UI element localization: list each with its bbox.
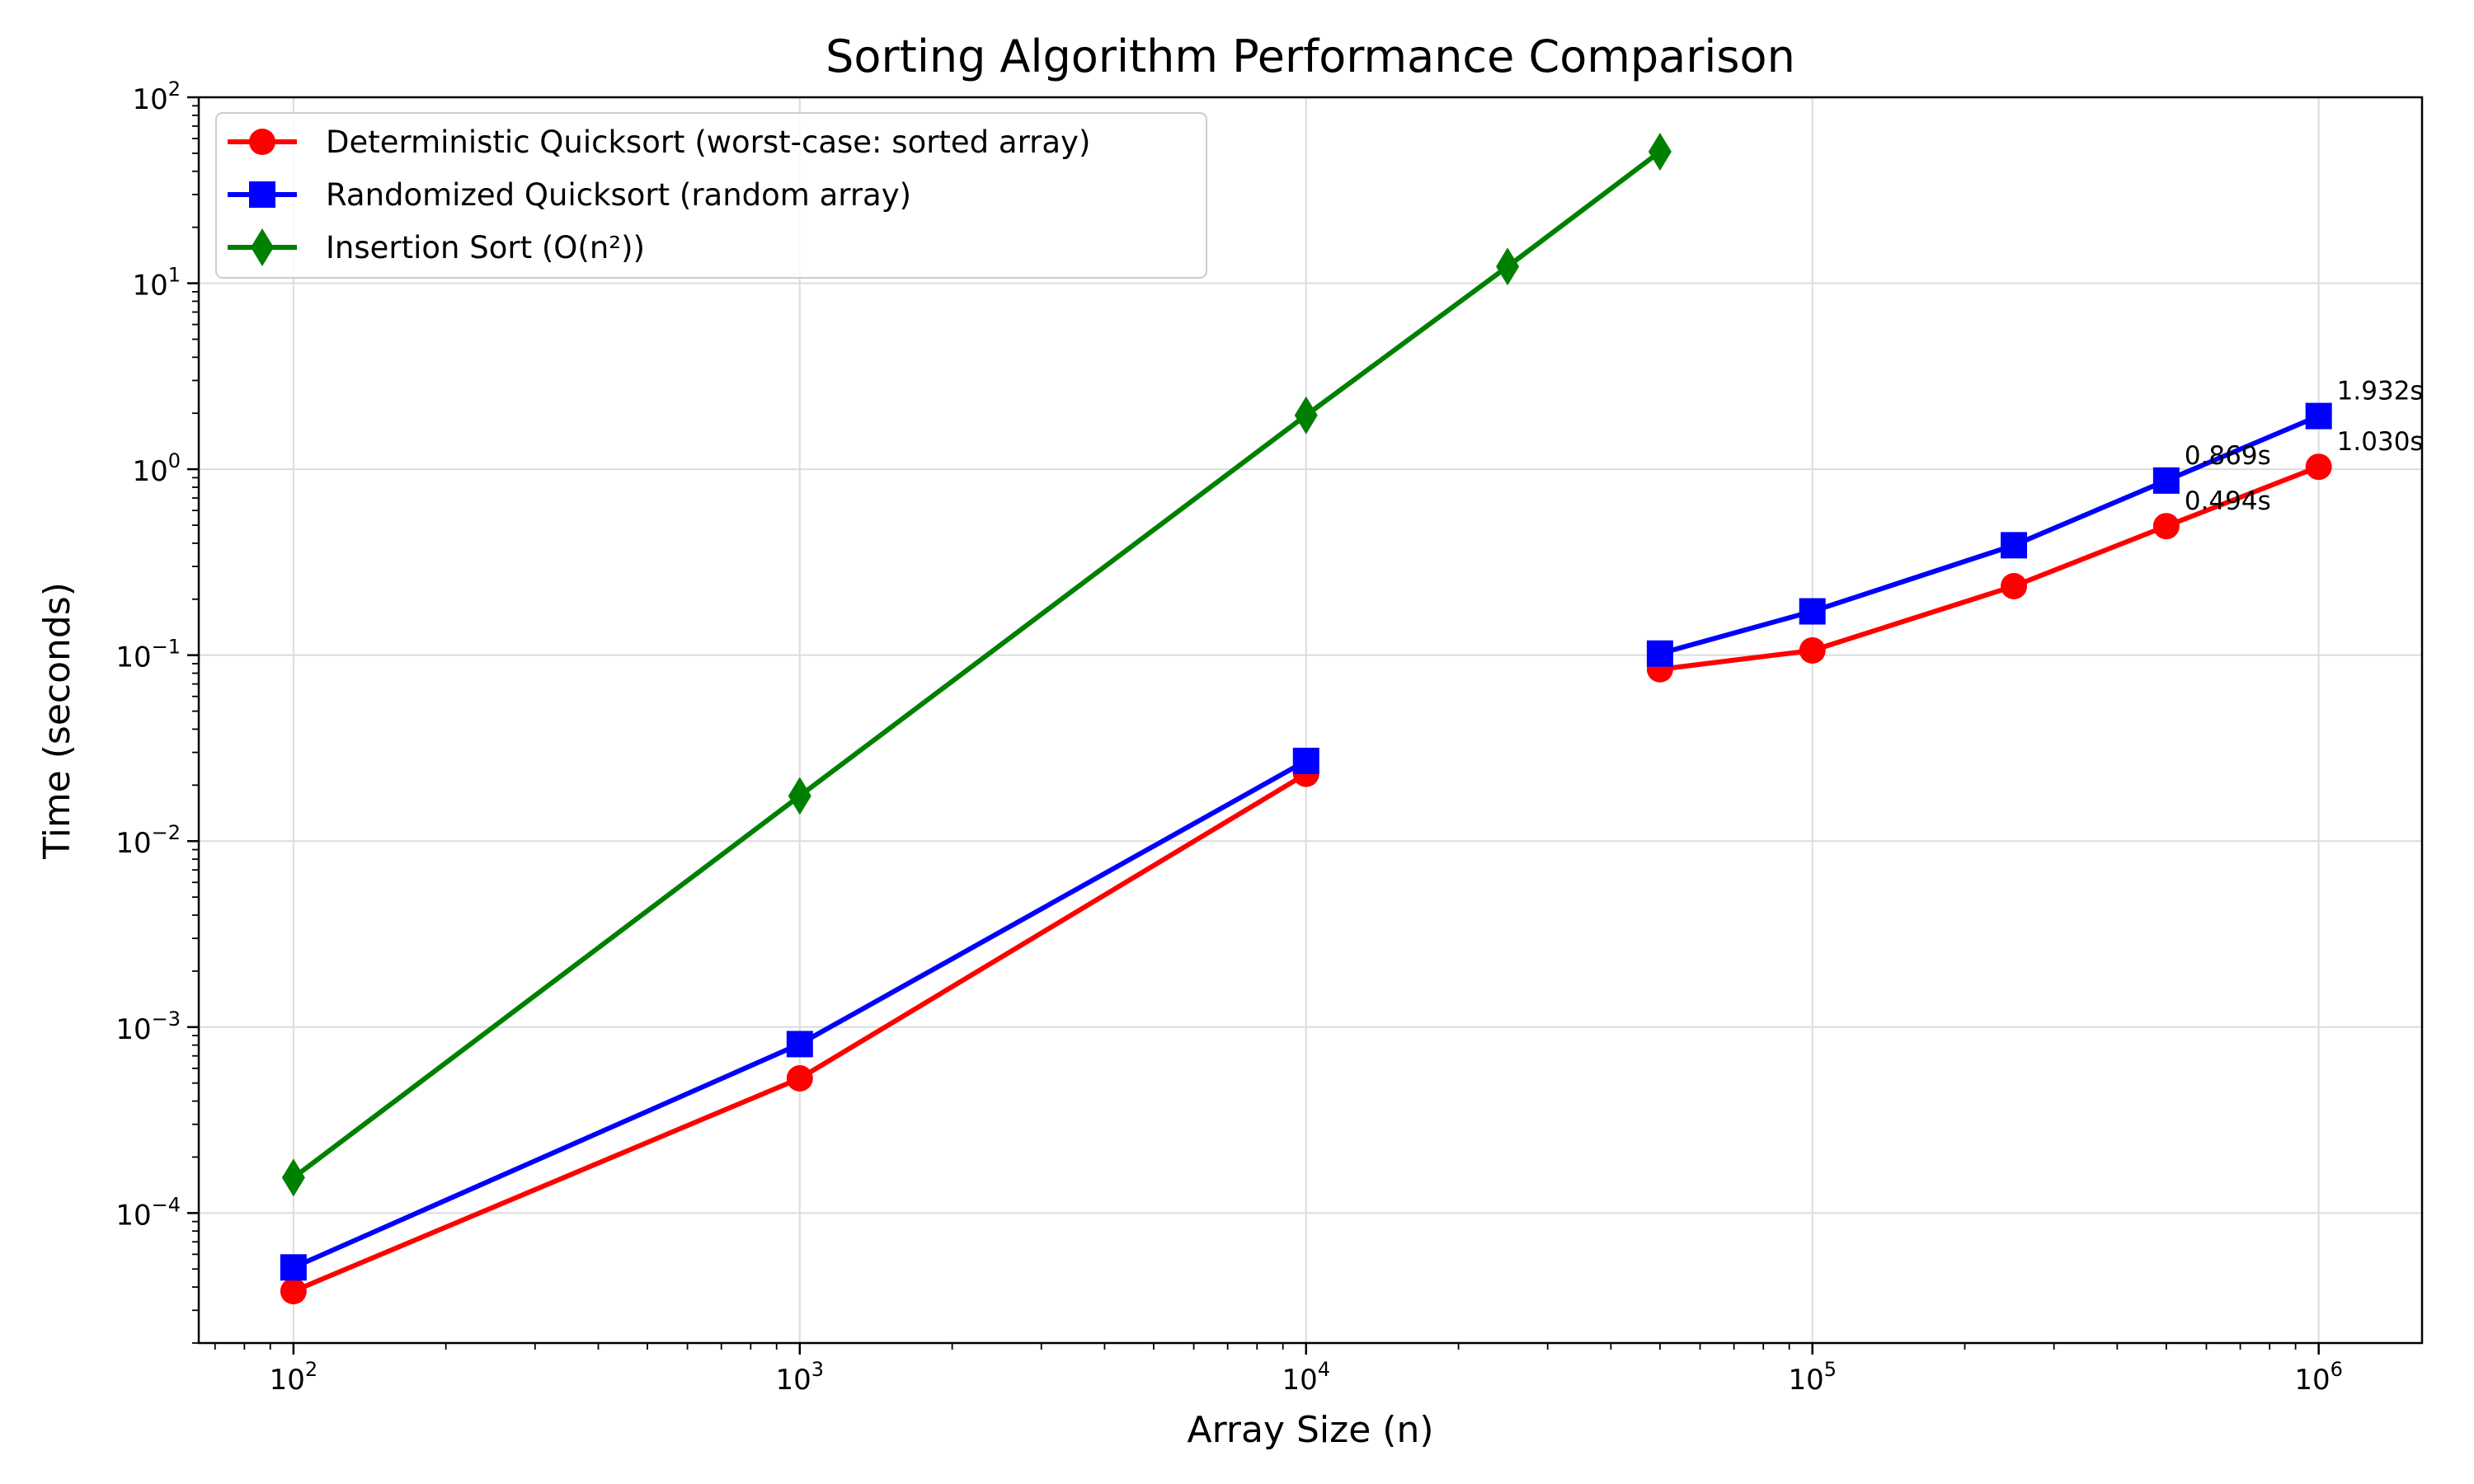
grid [199, 96, 2422, 1343]
y-tick-label: 10−2 [115, 821, 181, 860]
data-point [2001, 572, 2028, 599]
plot-series [280, 132, 2332, 1305]
data-point [1496, 247, 1520, 286]
legend-box [215, 112, 1207, 279]
legend: Deterministic Quicksort (worst-case: sor… [215, 112, 1207, 279]
data-point [1646, 640, 1673, 667]
chart-title: Sorting Algorithm Performance Comparison [825, 31, 1795, 82]
data-point [1292, 747, 1319, 774]
x-tick-label: 102 [270, 1358, 318, 1397]
data-point [1799, 636, 1826, 664]
data-point [1799, 598, 1826, 625]
data-point [2152, 467, 2180, 494]
legend-marker [249, 181, 275, 208]
y-tick-label: 10−3 [115, 1007, 181, 1046]
data-point [786, 1031, 813, 1058]
data-point [2152, 513, 2180, 540]
plot-frame [197, 96, 2424, 1345]
x-tick-label: 106 [2294, 1358, 2343, 1397]
legend-label: Deterministic Quicksort (worst-case: sor… [326, 124, 1090, 160]
data-label: 1.030s [2337, 427, 2424, 457]
data-point [2001, 532, 2028, 559]
data-label: 0.869s [2185, 441, 2271, 471]
y-axis-title: Time (seconds) [36, 582, 78, 860]
data-annotations: 1.932s 1.030s 0.869s 0.494s [2185, 377, 2424, 517]
x-axis-title: Array Size (n) [1187, 1409, 1433, 1451]
data-point [788, 777, 811, 815]
y-tick-label: 101 [132, 264, 181, 303]
series-square [280, 402, 2332, 1281]
data-point [1648, 132, 1672, 171]
data-point [2305, 402, 2332, 430]
data-label: 0.494s [2185, 486, 2271, 516]
y-tick-label: 10−4 [115, 1193, 181, 1232]
data-point [280, 1278, 307, 1305]
data-point [2305, 453, 2332, 481]
series-diamond [281, 132, 1672, 1197]
data-point [280, 1254, 307, 1281]
data-point [281, 1158, 305, 1197]
data-point [1294, 396, 1318, 434]
axis-ticks: 102 103 104 105 106 10−4 10−3 10−2 10−1 100 101 102 [115, 77, 2343, 1397]
data-label: 1.932s [2337, 377, 2424, 406]
x-tick-label: 104 [1282, 1358, 1330, 1397]
legend-marker [249, 129, 275, 155]
x-tick-label: 103 [776, 1358, 825, 1397]
y-tick-label: 102 [132, 77, 181, 116]
legend-label: Insertion Sort (O(n²)) [326, 230, 645, 265]
x-tick-label: 105 [1788, 1358, 1837, 1397]
y-tick-label: 100 [132, 449, 181, 488]
data-point [786, 1064, 813, 1092]
y-tick-label: 10−1 [115, 636, 181, 674]
legend-label: Randomized Quicksort (random array) [326, 177, 911, 213]
legend-marker [251, 228, 274, 266]
